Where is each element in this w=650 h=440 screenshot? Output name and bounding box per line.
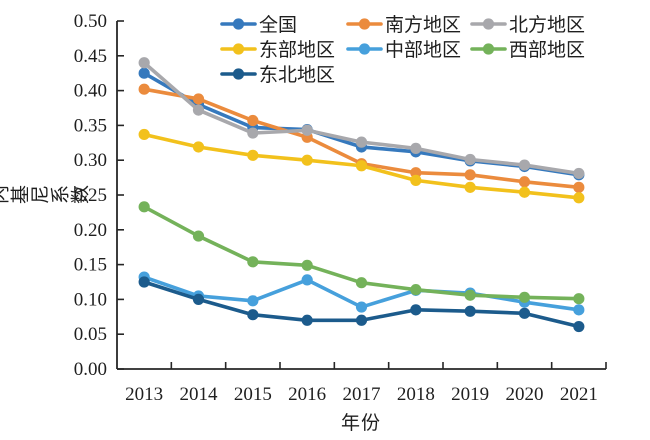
data-point-东北地区 (192, 293, 205, 305)
data-point-北方地区 (355, 136, 368, 148)
legend-swatch-marker-东部地区 (232, 43, 245, 55)
data-point-北方地区 (518, 159, 531, 171)
data-point-东北地区 (518, 307, 531, 319)
data-point-东部地区 (301, 154, 313, 166)
data-point-西部地区 (138, 201, 150, 213)
x-tick-label: 2021 (560, 384, 598, 405)
x-tick-label: 2018 (397, 384, 435, 405)
x-tick-label: 2014 (180, 384, 219, 405)
y-tick-label: 0.20 (74, 220, 107, 241)
data-point-南方地区 (410, 167, 422, 179)
data-point-北方地区 (573, 167, 585, 180)
legend-label-全国: 全国 (259, 14, 297, 36)
x-tick-label: 2019 (451, 384, 489, 405)
y-tick-label: 0.05 (74, 324, 107, 345)
legend-swatch-marker-北方地区 (482, 18, 495, 30)
data-point-东北地区 (355, 314, 368, 326)
data-point-西部地区 (410, 284, 422, 296)
x-tick-label: 2017 (343, 384, 381, 405)
y-tick-label: 0.35 (74, 115, 107, 136)
data-point-西部地区 (301, 259, 313, 271)
data-point-中部地区 (301, 274, 313, 286)
data-point-全国 (138, 67, 150, 79)
data-point-中部地区 (573, 304, 585, 316)
data-point-东北地区 (573, 320, 585, 333)
x-tick-label: 2016 (288, 384, 326, 405)
data-point-西部地区 (247, 256, 259, 268)
y-tick-label: 0.45 (74, 46, 107, 67)
data-point-东部地区 (192, 141, 205, 153)
series-line-北方地区 (142, 60, 581, 176)
data-point-南方地区 (464, 169, 476, 181)
data-point-西部地区 (464, 289, 476, 301)
legend-swatch-marker-南方地区 (358, 18, 371, 30)
y-tick-label: 0.00 (74, 359, 107, 380)
x-tick-label: 2015 (234, 384, 272, 405)
y-tick-label: 0.40 (74, 81, 107, 102)
x-tick-label: 2013 (125, 384, 163, 405)
data-point-北方地区 (464, 153, 476, 166)
data-point-东部地区 (247, 149, 259, 161)
data-point-东北地区 (301, 314, 313, 326)
data-point-东部地区 (138, 128, 150, 141)
legend-label-中部地区: 中部地区 (385, 39, 461, 61)
data-point-西部地区 (192, 230, 205, 242)
y-tick-label: 0.30 (74, 150, 107, 171)
y-tick-label: 0.25 (74, 185, 107, 206)
data-point-中部地区 (355, 301, 368, 313)
data-point-东北地区 (464, 305, 476, 317)
data-point-北方地区 (410, 142, 422, 154)
data-point-南方地区 (138, 83, 150, 95)
x-axis-title: 年份 (340, 413, 382, 434)
y-tick-label: 0.15 (74, 255, 107, 276)
y-axis-title: 组内基尼系数 (0, 186, 90, 207)
legend-label-东北地区: 东北地区 (259, 64, 335, 86)
data-point-东北地区 (410, 304, 422, 316)
data-point-南方地区 (518, 176, 531, 188)
data-point-西部地区 (355, 277, 368, 289)
data-point-南方地区 (573, 181, 585, 193)
data-point-东部地区 (410, 174, 422, 186)
data-point-北方地区 (192, 104, 205, 116)
data-point-东部地区 (573, 192, 585, 204)
data-point-西部地区 (518, 291, 531, 303)
y-tick-label: 0.50 (74, 11, 107, 32)
legend-swatch-marker-西部地区 (482, 43, 495, 55)
legend-label-南方地区: 南方地区 (385, 14, 461, 36)
data-point-西部地区 (573, 293, 585, 305)
data-point-东北地区 (138, 276, 150, 288)
data-point-东部地区 (464, 181, 476, 193)
data-point-北方地区 (301, 124, 313, 136)
legend-label-西部地区: 西部地区 (509, 39, 585, 61)
data-point-中部地区 (247, 295, 259, 307)
data-point-东部地区 (355, 160, 368, 172)
legend-swatch-marker-中部地区 (358, 43, 371, 55)
legend-label-北方地区: 北方地区 (509, 14, 585, 36)
legend-swatch-marker-东北地区 (232, 68, 245, 80)
data-point-东北地区 (247, 309, 259, 321)
data-point-南方地区 (192, 93, 205, 105)
data-point-南方地区 (247, 114, 259, 127)
legend-label-东部地区: 东部地区 (259, 39, 335, 61)
data-point-北方地区 (247, 127, 259, 139)
y-tick-label: 0.10 (74, 289, 107, 310)
legend-swatch-marker-全国 (232, 18, 245, 30)
data-point-东部地区 (518, 186, 531, 198)
data-point-北方地区 (138, 57, 150, 69)
x-tick-label: 2020 (506, 384, 544, 405)
